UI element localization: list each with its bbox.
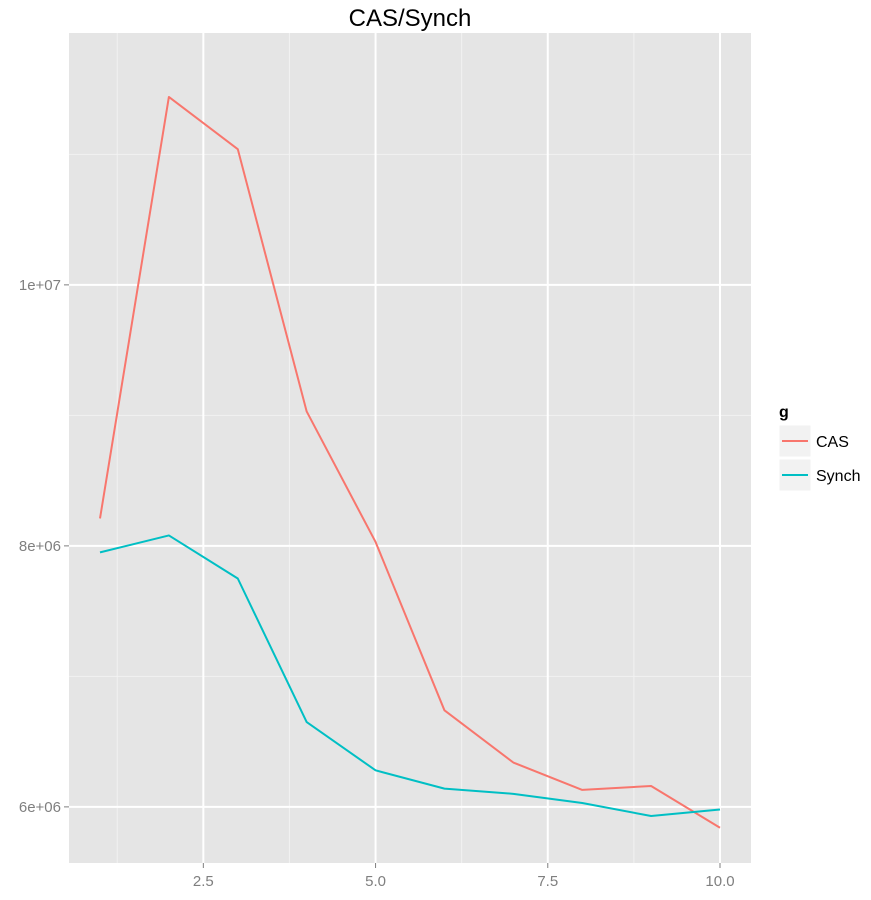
- legend: g CAS Synch: [778, 404, 860, 492]
- x-tick-label: 5.0: [365, 873, 386, 890]
- chart-title: CAS/Synch: [349, 5, 472, 32]
- y-tick-label: 6e+06: [19, 799, 61, 816]
- series-lines: [99, 95, 721, 829]
- plot-panel: [69, 33, 751, 863]
- series-line-synch: [99, 534, 721, 818]
- legend-label-synch: Synch: [816, 468, 860, 485]
- x-axis: 2.5 5.0 7.5 10.0: [193, 863, 735, 890]
- series-line-cas: [99, 95, 721, 829]
- legend-title: g: [779, 404, 789, 421]
- x-tick-label: 7.5: [537, 873, 558, 890]
- legend-label-cas: CAS: [816, 434, 849, 451]
- y-tick-label: 8e+06: [19, 538, 61, 555]
- x-tick-label: 2.5: [193, 873, 214, 890]
- y-tick-label: 1e+07: [19, 277, 61, 294]
- major-gridlines: [69, 33, 751, 863]
- minor-gridlines: [69, 33, 751, 863]
- x-tick-label: 10.0: [705, 873, 734, 890]
- y-axis: 6e+06 8e+06 1e+07: [19, 277, 69, 816]
